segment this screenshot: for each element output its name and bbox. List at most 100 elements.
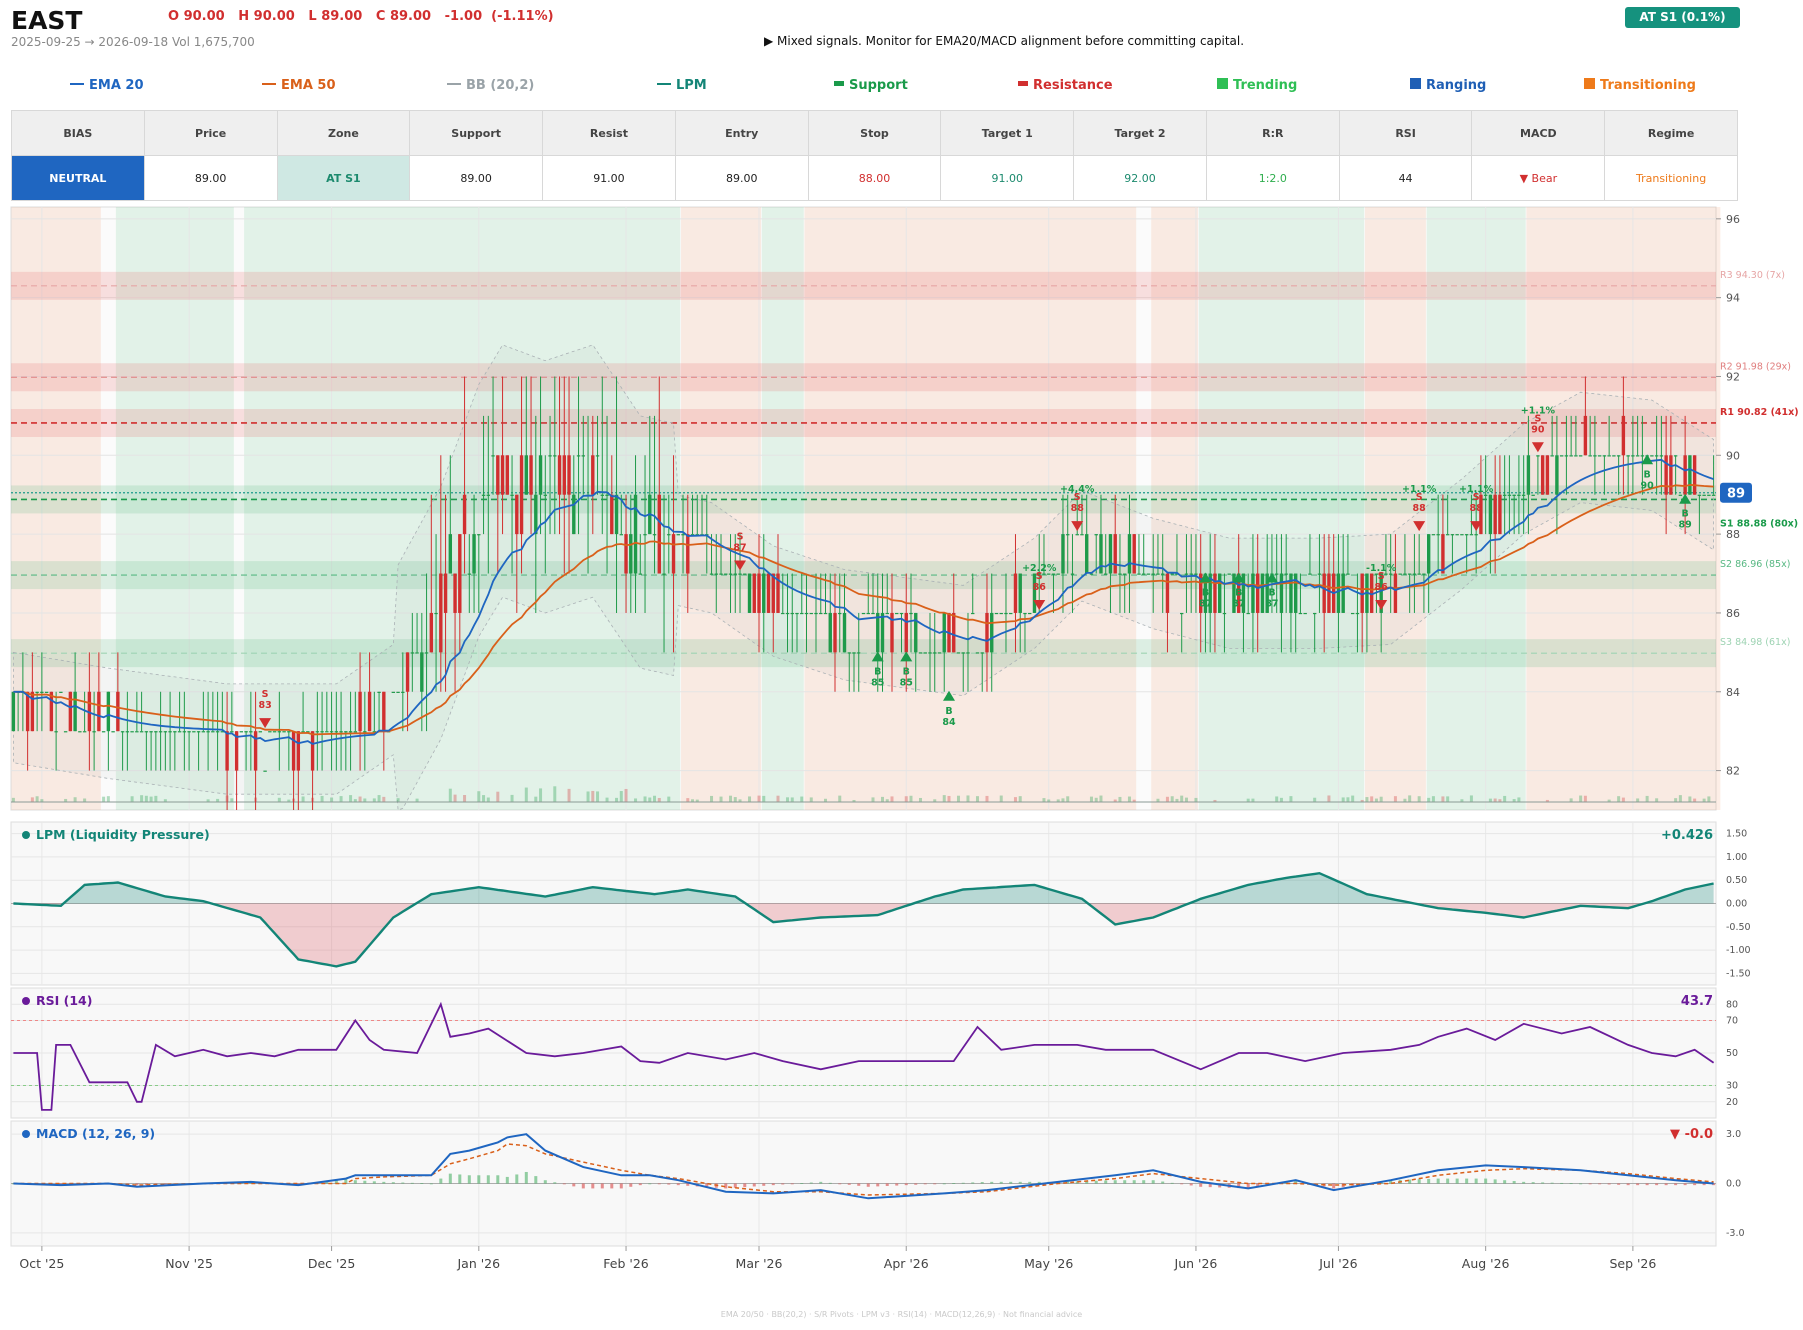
macd-histogram-bar [914,1183,918,1185]
candle [686,494,690,613]
regime-band-transitioning [1151,207,1198,810]
candle [771,573,775,653]
macd-histogram-bar [515,1174,519,1184]
volume-bar [615,797,619,802]
volume-bar [1403,798,1407,802]
macd-histogram-bar [486,1175,490,1184]
legend-item-support[interactable]: Support [834,78,908,93]
ema20-line [13,458,1714,745]
candle-body [415,652,419,654]
candle [1631,415,1635,495]
macd-histogram-bar [1104,1180,1108,1184]
candle-body [1066,534,1070,536]
candle [1051,573,1056,613]
candle-body [567,455,571,495]
candle-body [1251,573,1255,613]
candle-body [1483,494,1488,496]
regime-band-trending [761,207,804,810]
candle-body [866,612,870,615]
stats-value-rsi: 44 [1338,155,1473,201]
stats-value-r-r: 1:2.0 [1205,155,1340,201]
legend-item-trending[interactable]: Trending [1217,78,1297,93]
candle-body [1374,573,1379,575]
candle-body [1099,534,1103,574]
volume-bar [619,791,623,802]
rsi-line [13,1001,1715,1111]
legend-swatch [834,81,844,86]
candle-body [405,652,410,692]
candle [1032,573,1037,613]
candle [690,494,695,536]
volume-bar [230,798,234,802]
volume-bar [382,796,386,802]
macd-histogram-bar [1512,1181,1516,1184]
candle [757,534,761,653]
macd-histogram-bar [1427,1178,1431,1184]
candle-body [1146,573,1151,575]
candle-body [1018,573,1022,613]
volume-bar [904,796,908,802]
legend-item-bb-20-2[interactable]: BB (20,2) [447,78,534,93]
volume-bar [1678,795,1682,802]
marker-price: 90 [1641,480,1655,491]
indicator-y-tick-label: 50 [1726,1048,1738,1059]
candle-body [448,534,453,574]
macd-histogram-bar [724,1183,728,1189]
candle [534,415,538,613]
candle-body [1051,573,1056,575]
volume-bar [1636,798,1640,802]
legend-swatch [447,82,461,85]
candle-body [681,534,685,536]
volume-bar [657,797,661,802]
legend-item-transitioning[interactable]: Transitioning [1584,78,1696,93]
macd-histogram-bar [1028,1181,1032,1184]
volume-bar [1688,796,1692,802]
candle [985,573,989,692]
candle [348,691,353,771]
candle [1322,534,1326,653]
price-y-tick-label: 92 [1726,370,1740,383]
x-tick-label: May '26 [1024,1256,1073,1271]
stats-value-zone: AT S1 [276,155,411,201]
macd-histogram-bar [1294,1180,1298,1184]
candle [173,731,177,771]
candle [814,573,818,653]
candle [1536,455,1540,495]
candle [880,573,885,692]
volume-bar [667,796,671,802]
candle [334,691,339,771]
candle [776,534,780,613]
sell-arrow-icon [1470,521,1483,532]
candle-body [1455,534,1459,536]
macd-histogram-bar [619,1183,623,1189]
candle [804,573,809,653]
candle-body [1308,573,1312,575]
candle-body [1664,455,1668,495]
legend-item-lpm[interactable]: LPM [657,78,707,93]
candle-body [1669,455,1673,495]
legend-item-ema-50[interactable]: EMA 50 [262,78,336,93]
trade-marker-buy: B90 [1641,454,1655,491]
candle [1284,534,1288,613]
candle [728,534,733,613]
candle [472,494,476,613]
candle [215,691,220,771]
ema50-line [13,483,1714,736]
legend-item-resistance[interactable]: Resistance [1018,78,1113,93]
candle [743,573,747,575]
candle-body [87,691,92,732]
volume-bar [163,799,167,802]
marker-price: 85 [900,677,913,688]
candle-body [258,731,263,733]
candle-body [833,612,837,653]
candle [1616,455,1621,495]
volume-bar [1393,796,1397,802]
legend-item-ranging[interactable]: Ranging [1410,78,1486,93]
candle-body [272,731,277,733]
candle [762,534,766,653]
legend-item-ema-20[interactable]: EMA 20 [70,78,144,93]
candle [738,534,742,613]
candle [994,612,999,615]
candle [928,612,932,692]
candle [1350,612,1355,615]
